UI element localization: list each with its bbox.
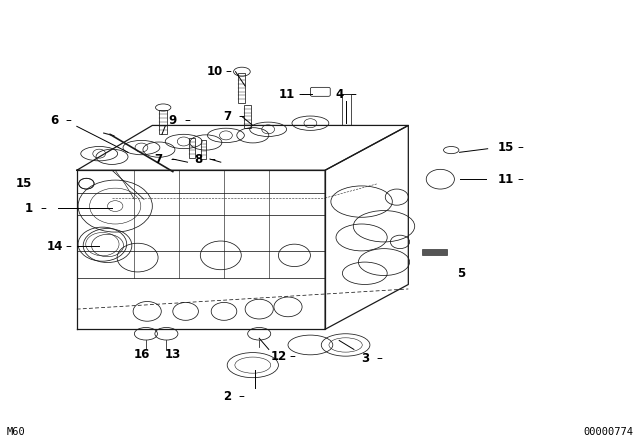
- Text: –: –: [66, 114, 72, 128]
- Text: 7: 7: [223, 110, 231, 123]
- Text: 13: 13: [164, 348, 181, 362]
- Text: 10: 10: [206, 65, 223, 78]
- Text: 11: 11: [497, 172, 514, 186]
- Bar: [244, 105, 251, 128]
- Bar: [201, 140, 206, 159]
- Bar: [189, 138, 195, 158]
- Text: 6: 6: [51, 114, 58, 128]
- Text: –: –: [210, 152, 216, 166]
- Text: 00000774: 00000774: [584, 427, 634, 437]
- Text: –: –: [226, 65, 232, 78]
- Bar: [342, 94, 351, 125]
- Text: 15: 15: [16, 177, 33, 190]
- Text: 4: 4: [335, 87, 343, 101]
- Text: –: –: [351, 87, 356, 101]
- Text: 2: 2: [223, 390, 231, 403]
- Text: 5: 5: [457, 267, 465, 280]
- Text: 12: 12: [270, 349, 287, 363]
- Text: 3: 3: [361, 352, 369, 365]
- Text: –: –: [290, 349, 296, 363]
- Text: 8: 8: [195, 152, 202, 166]
- Text: –: –: [298, 87, 304, 101]
- Text: 11: 11: [278, 87, 295, 101]
- Text: 9: 9: [169, 114, 177, 128]
- Text: 1: 1: [25, 202, 33, 215]
- Text: –: –: [170, 152, 176, 166]
- Text: 7: 7: [155, 152, 163, 166]
- Text: 14: 14: [46, 240, 63, 253]
- Bar: [159, 110, 167, 134]
- Bar: [422, 249, 447, 255]
- Text: 15: 15: [497, 141, 514, 155]
- Text: –: –: [184, 114, 190, 128]
- Text: –: –: [239, 110, 244, 123]
- Text: M60: M60: [6, 427, 25, 437]
- Text: –: –: [376, 352, 382, 365]
- Text: –: –: [66, 240, 72, 253]
- Bar: [239, 73, 246, 103]
- Text: –: –: [239, 390, 244, 403]
- Text: –: –: [517, 141, 523, 155]
- Text: –: –: [517, 172, 523, 186]
- Text: –: –: [40, 202, 46, 215]
- Text: 16: 16: [134, 348, 150, 362]
